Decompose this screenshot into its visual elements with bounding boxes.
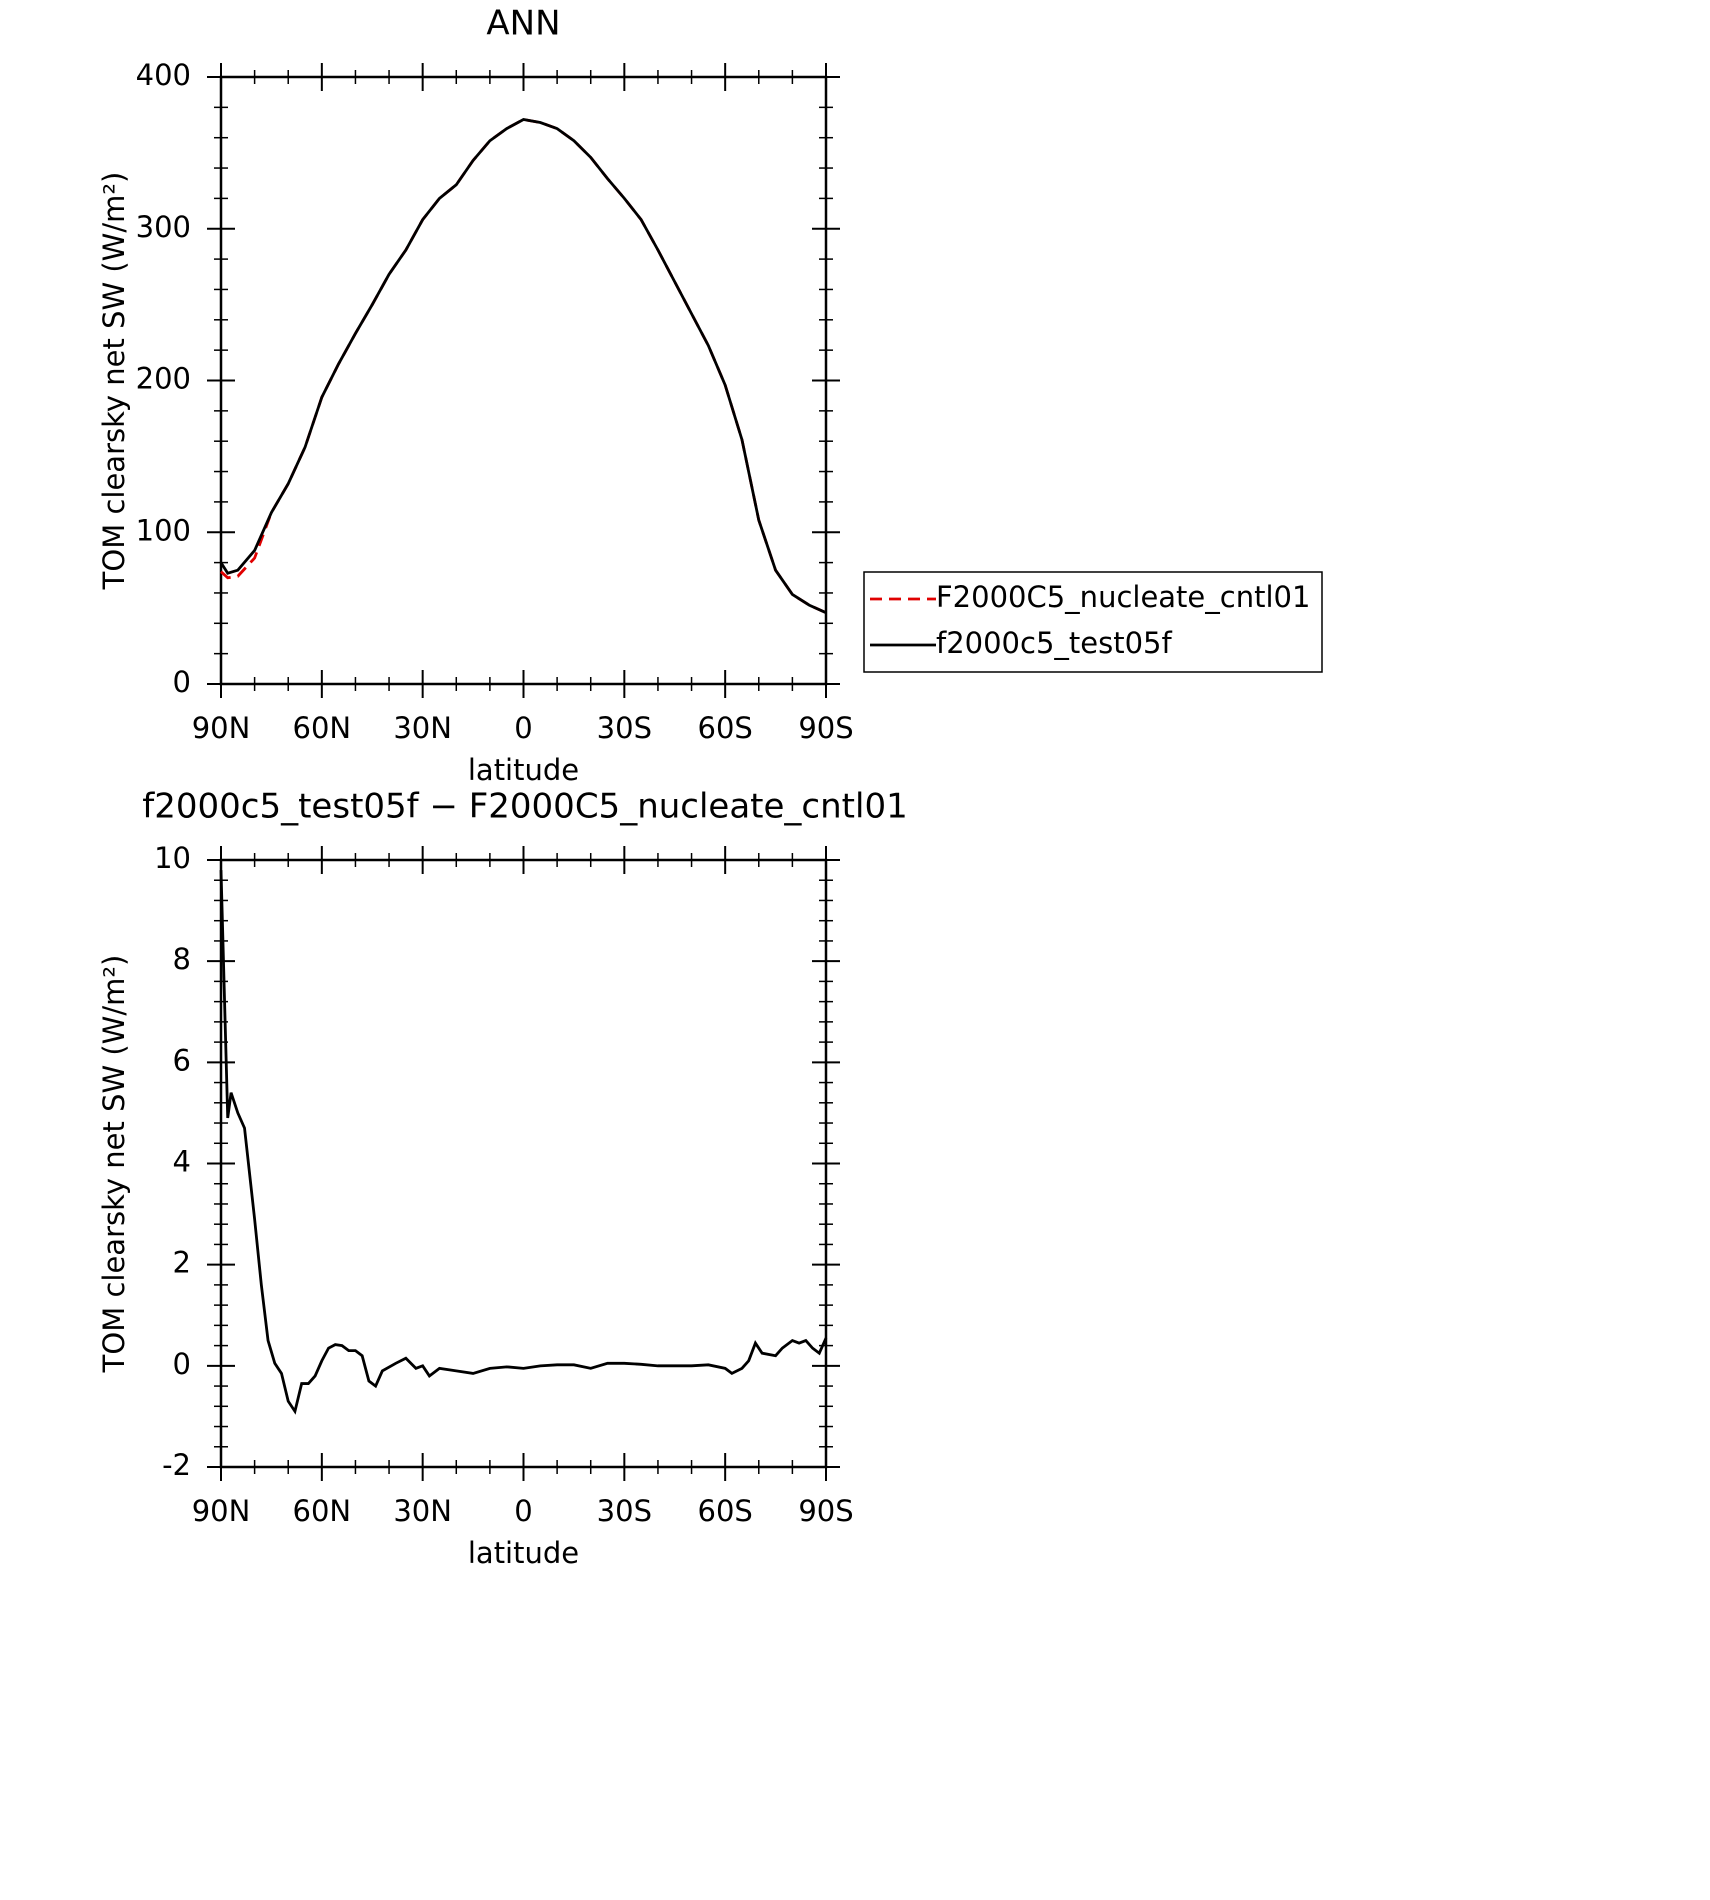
y-tick-label: 100 [136, 513, 191, 547]
x-tick-label: 90N [192, 711, 251, 745]
x-tick-label: 60S [698, 711, 753, 745]
y-tick-label: 0 [173, 1347, 191, 1381]
y-axis-label: TOM clearsky net SW (W/m²) [97, 172, 131, 591]
legend-label: f2000c5_test05f [936, 626, 1173, 660]
plot-frame [219, 75, 828, 686]
x-tick-label: 0 [514, 711, 532, 745]
chart-title: ANN [486, 4, 560, 44]
x-tick-label: 30S [597, 1494, 652, 1528]
y-tick-label: 0 [173, 665, 191, 699]
x-tick-label: 60N [293, 711, 352, 745]
data-line [220, 118, 827, 614]
x-tick-label: 0 [514, 1494, 532, 1528]
y-tick-label: 6 [173, 1043, 191, 1077]
legend-frame [863, 571, 1323, 673]
y-tick-label: 4 [173, 1145, 191, 1179]
y-tick-label: 400 [136, 58, 191, 92]
data-line [219, 118, 827, 614]
y-tick-label: 2 [173, 1246, 191, 1280]
y-tick-label: 8 [173, 942, 191, 976]
y-tick-label: -2 [162, 1448, 191, 1482]
x-tick-label: 90S [798, 1494, 853, 1528]
y-tick-label: 300 [136, 210, 191, 244]
x-tick-label: 30N [393, 711, 452, 745]
x-axis-label: latitude [468, 753, 579, 787]
plot-frame [219, 858, 828, 1469]
y-tick-label: 200 [136, 362, 191, 396]
x-tick-label: 90N [192, 1494, 251, 1528]
x-axis-label: latitude [468, 1536, 579, 1570]
x-tick-label: 30S [597, 711, 652, 745]
x-tick-label: 90S [798, 711, 853, 745]
y-axis-label: TOM clearsky net SW (W/m²) [97, 955, 131, 1374]
data-line [219, 870, 828, 1415]
y-tick-label: 10 [154, 841, 191, 875]
x-tick-label: 60S [698, 1494, 753, 1528]
legend-label: F2000C5_nucleate_cntl01 [936, 580, 1310, 614]
x-tick-label: 60N [293, 1494, 352, 1528]
x-tick-label: 30N [393, 1494, 452, 1528]
chart-title: f2000c5_test05f − F2000C5_nucleate_cntl0… [142, 787, 907, 827]
